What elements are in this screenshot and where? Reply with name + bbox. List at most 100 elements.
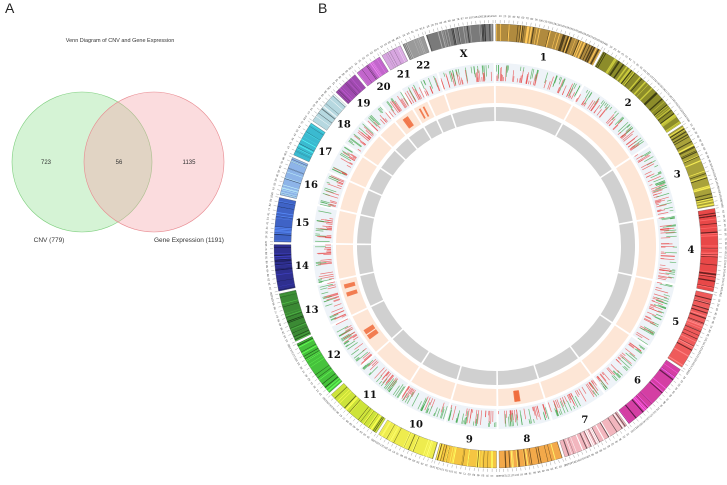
cytoband-chr-9	[490, 450, 493, 468]
tick-label-chr-20: 0	[350, 64, 354, 68]
tick-label-chr-14: 107	[265, 242, 268, 247]
tick-chr-2	[643, 76, 646, 80]
tick-chr-7	[593, 446, 596, 450]
tick-label-chr-9: 111	[444, 468, 449, 473]
cytoband-chr-6	[660, 368, 675, 379]
tick-chr-10	[427, 458, 429, 462]
tick-label-chr-15: 92	[268, 198, 273, 202]
cytoband-chr-7	[581, 432, 589, 448]
cytoband-chr-10	[402, 432, 411, 448]
expression-mark-chr-X	[443, 72, 446, 77]
expression-mark-chr-11	[388, 387, 393, 393]
expression-mark-chr-5	[654, 316, 662, 321]
expression-mark-chr-21	[419, 93, 422, 99]
cytoband-chr-2	[633, 81, 647, 95]
tick-label-chr-7: 50	[610, 442, 615, 447]
cytoband-chr-3	[683, 155, 700, 164]
expression-mark-chr-1	[552, 75, 558, 88]
expression-mark-chr-13	[323, 293, 339, 299]
tick-label-chr-9: 141	[430, 465, 436, 470]
tick-chr-3	[694, 142, 697, 144]
tick-label-chr-3: 198	[720, 202, 725, 208]
tick-chr-10	[379, 437, 382, 441]
cytoband-chr-9	[452, 447, 457, 464]
expression-mark-chr-15	[325, 227, 332, 229]
cytoband-chr-2	[616, 66, 628, 81]
cytoband-chr-17	[295, 151, 311, 159]
expression-mark-chr-X	[481, 65, 484, 75]
expression-mark-chr-10	[429, 398, 434, 406]
expression-mark-chr-1	[522, 67, 525, 72]
expression-mark-chr-10	[410, 389, 415, 396]
cytoband-chr-13	[285, 310, 302, 317]
cnv-track-chr-7	[540, 361, 591, 399]
expression-mark-chr-19	[380, 119, 386, 125]
tick-label-chr-14: 39	[266, 273, 270, 277]
tick-chr-21	[387, 47, 389, 51]
cytoband-chr-X	[462, 26, 466, 44]
expression-mark-chr-4	[660, 227, 670, 230]
cytoband-chr-2	[636, 84, 649, 98]
cytoband-chr-5	[668, 356, 684, 367]
expression-mark-chr-11	[369, 361, 379, 371]
cytoband-chr-2	[660, 113, 676, 126]
tick-chr-14	[274, 291, 278, 293]
expression-mark-chr-5	[645, 315, 652, 319]
expression-mark-chr-2	[629, 145, 636, 150]
cytoband-chr-2	[619, 68, 631, 83]
expression-mark-chr-21	[409, 99, 413, 105]
cytoband-chr-8	[550, 443, 556, 460]
cytoband-chr-2	[613, 63, 625, 79]
expression-mark-chr-19	[378, 107, 384, 114]
tick-chr-11	[373, 433, 376, 437]
cytoband-chr-4	[698, 215, 716, 218]
tick-chr-20	[361, 63, 364, 67]
tick-chr-2	[656, 89, 659, 92]
tick-label-chr-3: 69	[702, 146, 707, 151]
expression-mark-chr-20	[394, 100, 403, 111]
cnv-gain-chr-20	[405, 116, 414, 127]
expression-mark-chr-3	[657, 210, 661, 213]
cytoband-chr-8	[512, 450, 515, 468]
expression-mark-chr-2	[585, 89, 589, 93]
tick-label-chr-10: 78	[395, 451, 400, 456]
expression-mark-chr-1	[570, 92, 576, 100]
tick-label-chr-15: 71	[267, 207, 271, 211]
tick-chr-19	[332, 89, 336, 92]
tick-chr-16	[286, 159, 290, 162]
cytoband-chr-1	[536, 28, 541, 46]
cytoband-chr-20	[370, 62, 381, 78]
expression-mark-chr-X	[455, 69, 459, 77]
expression-mark-chr-1	[537, 69, 539, 74]
tick-chr-16	[276, 193, 280, 195]
expression-mark-chr-19	[367, 120, 379, 131]
tick-label-chr-4: 151	[722, 273, 727, 278]
tick-label-chr-4: 141	[722, 268, 727, 273]
tick-label-chr-7: 10	[625, 432, 630, 437]
expression-mark-chr-X	[457, 68, 460, 75]
tick-label-chr-8: 39	[545, 468, 549, 473]
cytoband-chr-3	[693, 186, 711, 193]
expression-mark-chr-13	[331, 307, 344, 313]
tick-chr-3	[699, 154, 703, 156]
expression-mark-chr-14	[318, 252, 332, 255]
expression-mark-chr-12	[363, 353, 372, 361]
tick-label-chr-17: 52	[295, 128, 300, 133]
tick-label-chr-5: 111	[701, 341, 707, 347]
expression-mark-chr-16	[328, 177, 339, 182]
expression-mark-chr-3	[638, 155, 651, 163]
overlap-track-chr-3	[600, 170, 633, 224]
cytoband-chr-7	[584, 430, 593, 447]
tick-chr-4	[715, 283, 719, 284]
tick-chr-2	[603, 47, 606, 51]
tick-label-chr-1: 209	[585, 33, 591, 39]
tick-label-chr-5: 171	[688, 365, 694, 371]
expression-mark-chr-20	[391, 97, 397, 105]
cytoband-chr-18	[332, 95, 346, 108]
expression-mark-chr-5	[635, 333, 643, 339]
cytoband-chr-17	[305, 132, 321, 142]
cnv-track-chr-2	[565, 105, 630, 167]
cytoband-chr-11	[372, 416, 383, 431]
cnv-gain-chr-12	[366, 329, 379, 340]
cytoband-chr-1	[545, 30, 551, 48]
